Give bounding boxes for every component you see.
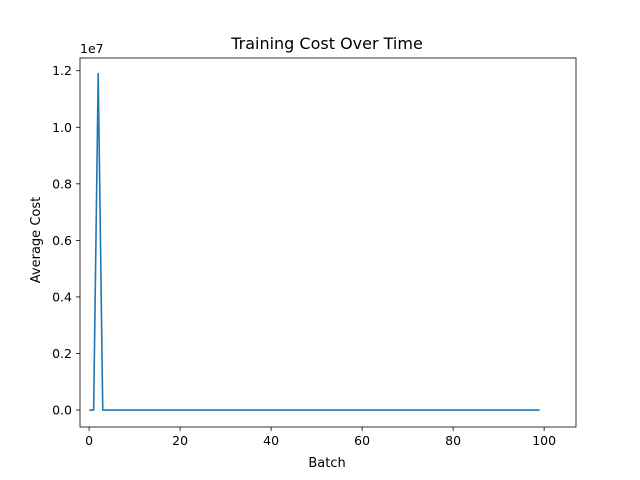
y-offset-label: 1e7: [80, 41, 104, 56]
chart-title: Training Cost Over Time: [230, 34, 423, 53]
x-tick-label: 100: [532, 433, 556, 448]
y-tick-label: 0.4: [52, 289, 72, 304]
series-line-0: [89, 72, 540, 411]
y-tick-label: 0.0: [52, 403, 72, 418]
y-axis-label: Average Cost: [29, 197, 44, 283]
x-tick-label: 0: [85, 433, 93, 448]
x-tick-label: 20: [172, 433, 188, 448]
y-tick-label: 0.6: [52, 233, 72, 248]
plot-area: 0 20 40 60 80 100 0.0 0.2 0.4 0.6 0.8 1.0 1.2: [52, 57, 577, 448]
x-axis-label: Batch: [308, 456, 345, 471]
y-tick-label: 0.8: [52, 176, 72, 191]
x-tick-label: 80: [445, 433, 461, 448]
y-tick-label: 1.2: [52, 63, 72, 78]
y-tick-label: 1.0: [52, 120, 72, 135]
x-tick-label: 40: [263, 433, 279, 448]
x-tick-label: 60: [354, 433, 370, 448]
axes-frame: [79, 57, 577, 428]
y-tick-label: 0.2: [52, 346, 72, 361]
